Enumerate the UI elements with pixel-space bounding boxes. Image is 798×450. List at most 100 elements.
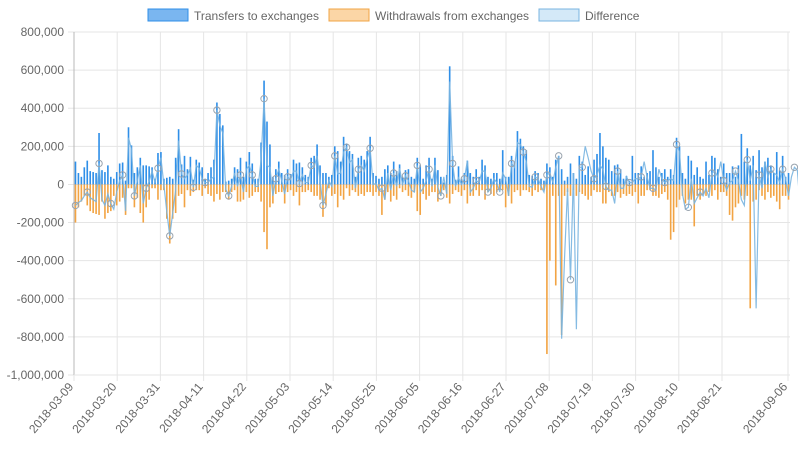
difference-point [602,182,610,191]
bar-transfers [708,174,710,185]
bar-withdrawals [628,184,631,194]
bar-withdrawals [764,184,766,200]
difference-point [283,173,292,181]
bar-transfers [584,174,587,185]
bar-transfers [643,176,645,185]
bar-transfers [366,151,368,185]
bar-withdrawals [277,184,280,193]
bar-withdrawals [666,184,669,200]
bar-withdrawals [74,184,77,223]
bar-withdrawals [210,184,212,196]
bar-withdrawals [372,184,374,196]
bar-transfers [448,66,451,185]
bar-withdrawals [652,184,654,196]
difference-point [767,165,775,173]
bar-withdrawals [369,184,371,193]
bar-withdrawals [174,184,177,214]
y-tick-label: 200,000 [21,139,65,153]
bar-transfers [121,162,124,185]
bar-withdrawals [466,184,469,204]
difference-point [755,171,763,179]
difference-point [166,232,174,240]
bar-transfers [693,174,696,185]
bar-transfers [487,176,489,185]
bar-withdrawals [198,184,201,191]
bar-withdrawals [310,184,313,193]
y-tick-label: 400,000 [21,101,65,115]
bar-withdrawals [251,184,254,196]
bar-transfers [107,165,109,185]
bar-transfers [319,165,321,185]
difference-point [425,165,433,173]
legend-item-withdrawals[interactable]: Withdrawals from exchanges [328,8,529,23]
bar-withdrawals [587,184,589,200]
bar-withdrawals [345,184,348,189]
bar-withdrawals [737,184,740,204]
legend-item-transfers[interactable]: Transfers to exchanges [147,8,319,23]
bar-withdrawals [381,184,383,215]
bar-transfers [775,152,778,185]
difference-point [319,201,327,210]
bar-transfers [401,176,404,185]
bar-withdrawals [781,184,784,196]
difference-point [389,169,398,177]
bar-withdrawals [104,184,106,219]
bar-transfers [607,159,610,185]
bar-withdrawals [98,184,100,215]
bar-transfers [516,131,519,185]
difference-point [684,203,693,212]
bar-transfers [354,176,357,185]
bar-transfers [469,173,472,185]
bar-transfers [201,167,203,185]
bar-transfers [313,155,315,185]
bar-transfers [613,165,616,185]
bar-withdrawals [460,184,463,196]
bar-withdrawals [778,184,781,210]
bar-withdrawals [207,184,209,194]
bar-transfers [83,167,86,185]
bar-transfers [722,163,725,185]
bar-transfers [678,146,681,185]
bar-transfers [451,155,454,185]
bar-withdrawals [537,184,539,193]
legend-label-withdrawals: Withdrawals from exchanges [375,9,529,23]
bar-withdrawals [148,184,150,200]
bar-transfers [210,167,212,185]
bar-withdrawals [451,184,454,194]
bar-withdrawals [440,184,442,196]
bar-withdrawals [549,184,551,261]
bar-transfers [398,164,401,185]
bar-transfers [543,180,545,185]
bar-withdrawals [166,184,168,219]
bar-transfers [510,155,513,185]
bar-transfers [124,180,127,185]
bar-transfers [230,178,233,185]
bar-withdrawals [575,184,578,196]
bar-withdrawals [775,184,778,202]
bar-transfers [151,167,153,185]
difference-point [448,159,457,168]
bar-withdrawals [584,184,587,196]
bar-withdrawals [407,184,410,196]
bar-withdrawals [496,184,498,193]
bar-transfers [127,127,130,185]
bar-withdrawals [631,184,634,196]
bar-transfers [663,169,666,185]
bar-transfers [466,160,469,185]
bar-withdrawals [516,184,519,191]
bar-transfers [440,176,442,185]
bar-withdrawals [481,184,483,191]
bar-withdrawals [640,184,643,196]
bar-transfers [168,176,171,185]
bar-withdrawals [510,184,513,204]
bar-transfers [133,173,136,185]
bar-transfers [351,153,354,185]
bar-transfers [130,145,133,185]
bar-withdrawals [551,184,554,196]
bar-withdrawals [722,184,725,193]
bar-withdrawals [678,184,681,200]
legend: Transfers to exchanges Withdrawals from … [147,8,640,23]
bar-withdrawals [658,184,660,198]
bar-withdrawals [236,184,239,202]
legend-item-difference[interactable]: Difference [538,8,640,23]
